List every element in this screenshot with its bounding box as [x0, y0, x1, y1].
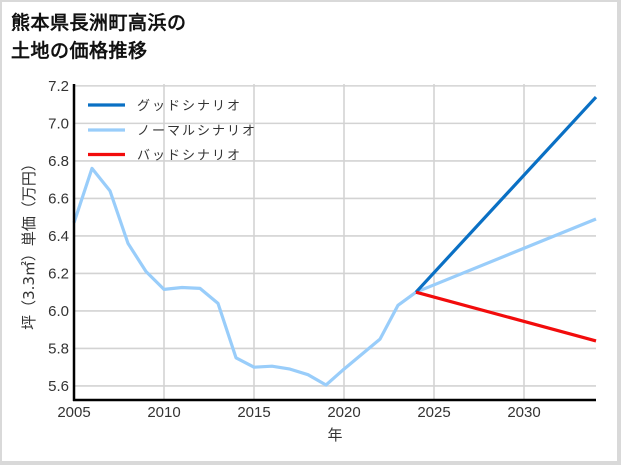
y-tick-labels: 5.6 5.8 6.0 6.2 6.4 6.6 6.8 7.0 7.2	[48, 78, 69, 395]
series-line-2	[415, 290, 597, 343]
axes	[72, 84, 596, 402]
y-tick-label: 6.0	[48, 303, 69, 320]
chart-frame	[2, 2, 617, 461]
gridlines	[73, 84, 596, 400]
chart-title: 熊本県長洲町高浜の 土地の価格推移	[11, 9, 187, 65]
y-tick-label: 6.4	[48, 228, 69, 245]
y-tick-label: 7.2	[48, 78, 69, 95]
x-tick-label: 2005	[57, 404, 90, 421]
y-tick-label: 5.6	[48, 378, 69, 395]
legend-label: ノーマルシナリオ	[137, 124, 257, 139]
y-tick-label: 6.6	[48, 190, 69, 207]
series-line-0	[414, 96, 598, 294]
y-tick-label: 6.2	[48, 265, 69, 282]
series-line-1	[72, 166, 597, 387]
x-tick-labels: 2005 2010 2015 2020 2025 2030	[57, 404, 540, 421]
x-tick-label: 2015	[237, 404, 270, 421]
y-tick-label: 5.8	[48, 340, 69, 357]
y-axis-label: 坪（3.3㎡）単価（万円）	[20, 156, 38, 330]
y-tick-label: 7.0	[48, 115, 69, 132]
legend-label: グッドシナリオ	[137, 99, 242, 114]
y-tick-label: 6.8	[48, 153, 69, 170]
x-tick-label: 2010	[147, 404, 180, 421]
chart-title-line2: 土地の価格推移	[11, 40, 148, 62]
chart-title-line1: 熊本県長洲町高浜の	[11, 12, 187, 34]
legend-label: バッドシナリオ	[137, 149, 242, 164]
data-series	[72, 96, 598, 387]
x-tick-label: 2025	[417, 404, 450, 421]
x-axis-label: 年	[327, 426, 342, 444]
x-tick-label: 2020	[327, 404, 360, 421]
x-tick-label: 2030	[507, 404, 540, 421]
